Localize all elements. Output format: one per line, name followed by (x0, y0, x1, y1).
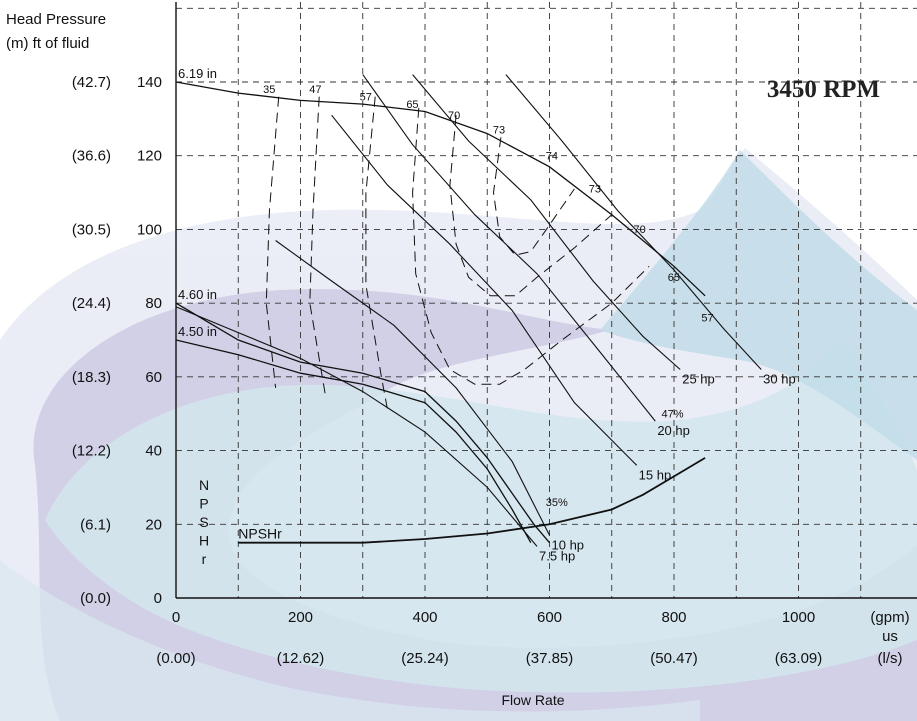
efficiency-label: 70 (448, 110, 460, 122)
power-line (412, 74, 681, 370)
y-tick-label-m: (24.4) (72, 295, 111, 312)
y-tick-label-m: (0.0) (80, 590, 111, 607)
efficiency-label: 47% (662, 408, 684, 420)
x-tick-label-ls: (50.47) (650, 650, 698, 667)
impeller-curve (176, 81, 706, 297)
y-tick-label-m: (18.3) (72, 369, 111, 386)
power-line-label: 15 hp (639, 467, 672, 482)
x-tick-label-ls: (37.85) (526, 650, 574, 667)
impeller-curve (176, 339, 532, 544)
impeller-curve-label: 4.50 in (178, 324, 217, 339)
power-line (362, 74, 656, 422)
x-tick-label-ls: (25.24) (401, 650, 449, 667)
y-tick-label-ft: 140 (137, 74, 162, 91)
npshr-curve (238, 457, 706, 544)
impeller-curve (176, 302, 550, 544)
x-tick-label-gpm: 600 (537, 609, 562, 626)
efficiency-contour (449, 115, 613, 297)
efficiency-contour (365, 96, 389, 411)
y-tick-label-m: (42.7) (72, 74, 111, 91)
power-line (176, 306, 538, 547)
power-line (331, 114, 638, 466)
y-tick-label-ft: 0 (154, 590, 162, 607)
efficiency-label: 73 (493, 125, 505, 137)
power-line-label: 20 hp (657, 423, 690, 438)
y-tick-label-ft: 120 (137, 148, 162, 165)
x-tick-label-gpm: 400 (412, 609, 437, 626)
y-axis-label-line2: (m) ft of fluid (6, 35, 89, 52)
y-tick-label-ft: 40 (145, 443, 162, 460)
efficiency-label: 35% (546, 497, 568, 509)
efficiency-contour (412, 107, 650, 385)
efficiency-label: 47 (309, 84, 321, 96)
x-unit-gpm: (gpm) (870, 609, 909, 626)
x-tick-label-ls: (0.00) (156, 650, 195, 667)
efficiency-label: 74 (546, 150, 558, 162)
npshr-label: NPSHr (238, 526, 282, 542)
y-tick-label-ft: 60 (145, 369, 162, 386)
tick-labels: 0 (0.0) 20 (6.1) 40 (12.2) 60 (18.3) 80 (24.4) 100… (72, 74, 822, 667)
npshr-vertical-letter: H (199, 533, 209, 549)
y-tick-label-ft: 100 (137, 221, 162, 238)
y-tick-label-ft: 20 (145, 516, 162, 533)
x-tick-label-gpm: 800 (661, 609, 686, 626)
y-tick-label-m: (6.1) (80, 516, 111, 533)
efficiency-label: 65 (668, 272, 680, 284)
x-tick-label-gpm: 0 (172, 609, 180, 626)
y-tick-label-m: (30.5) (72, 221, 111, 238)
power-line (275, 240, 550, 536)
efficiency-contour (265, 96, 280, 388)
efficiency-label: 57 (360, 91, 372, 103)
efficiency-label: 35 (263, 84, 275, 96)
x-tick-label-ls: (63.09) (775, 650, 823, 667)
chart-title: 3450 RPM (767, 76, 880, 103)
npshr-vertical-letter: N (199, 477, 209, 493)
x-tick-label-gpm: 1000 (782, 609, 815, 626)
power-line-label: 10 hp (552, 537, 585, 552)
impeller-curve-label: 4.60 in (178, 287, 217, 302)
efficiency-contour (492, 137, 575, 256)
y-axis-label-line1: Head Pressure (6, 11, 106, 28)
x-unit-us: us (882, 628, 898, 645)
x-unit-ls: (l/s) (878, 650, 903, 667)
power-line-label: 7.5 hp (539, 548, 575, 563)
power-line-label: 25 hp (682, 371, 715, 386)
npshr-vertical-letter: P (199, 496, 208, 512)
x-axis-label: Flow Rate (501, 692, 564, 708)
y-tick-label-ft: 80 (145, 295, 162, 312)
grid (176, 2, 917, 598)
efficiency-label: 73 (589, 184, 601, 196)
npshr-vertical-letter: r (202, 551, 207, 567)
impeller-curve-label: 6.19 in (178, 66, 217, 81)
curves (176, 74, 762, 547)
y-tick-label-m: (36.6) (72, 148, 111, 165)
power-line-label: 30 hp (763, 371, 796, 386)
efficiency-contour (309, 96, 326, 396)
npshr-vertical-letter: S (199, 514, 208, 530)
x-tick-label-gpm: 200 (288, 609, 313, 626)
x-tick-label-ls: (12.62) (277, 650, 325, 667)
efficiency-label: 57 (701, 313, 713, 325)
y-tick-label-m: (12.2) (72, 443, 111, 460)
efficiency-label: 70 (634, 224, 646, 236)
efficiency-label: 65 (406, 99, 418, 111)
power-line (505, 74, 762, 370)
